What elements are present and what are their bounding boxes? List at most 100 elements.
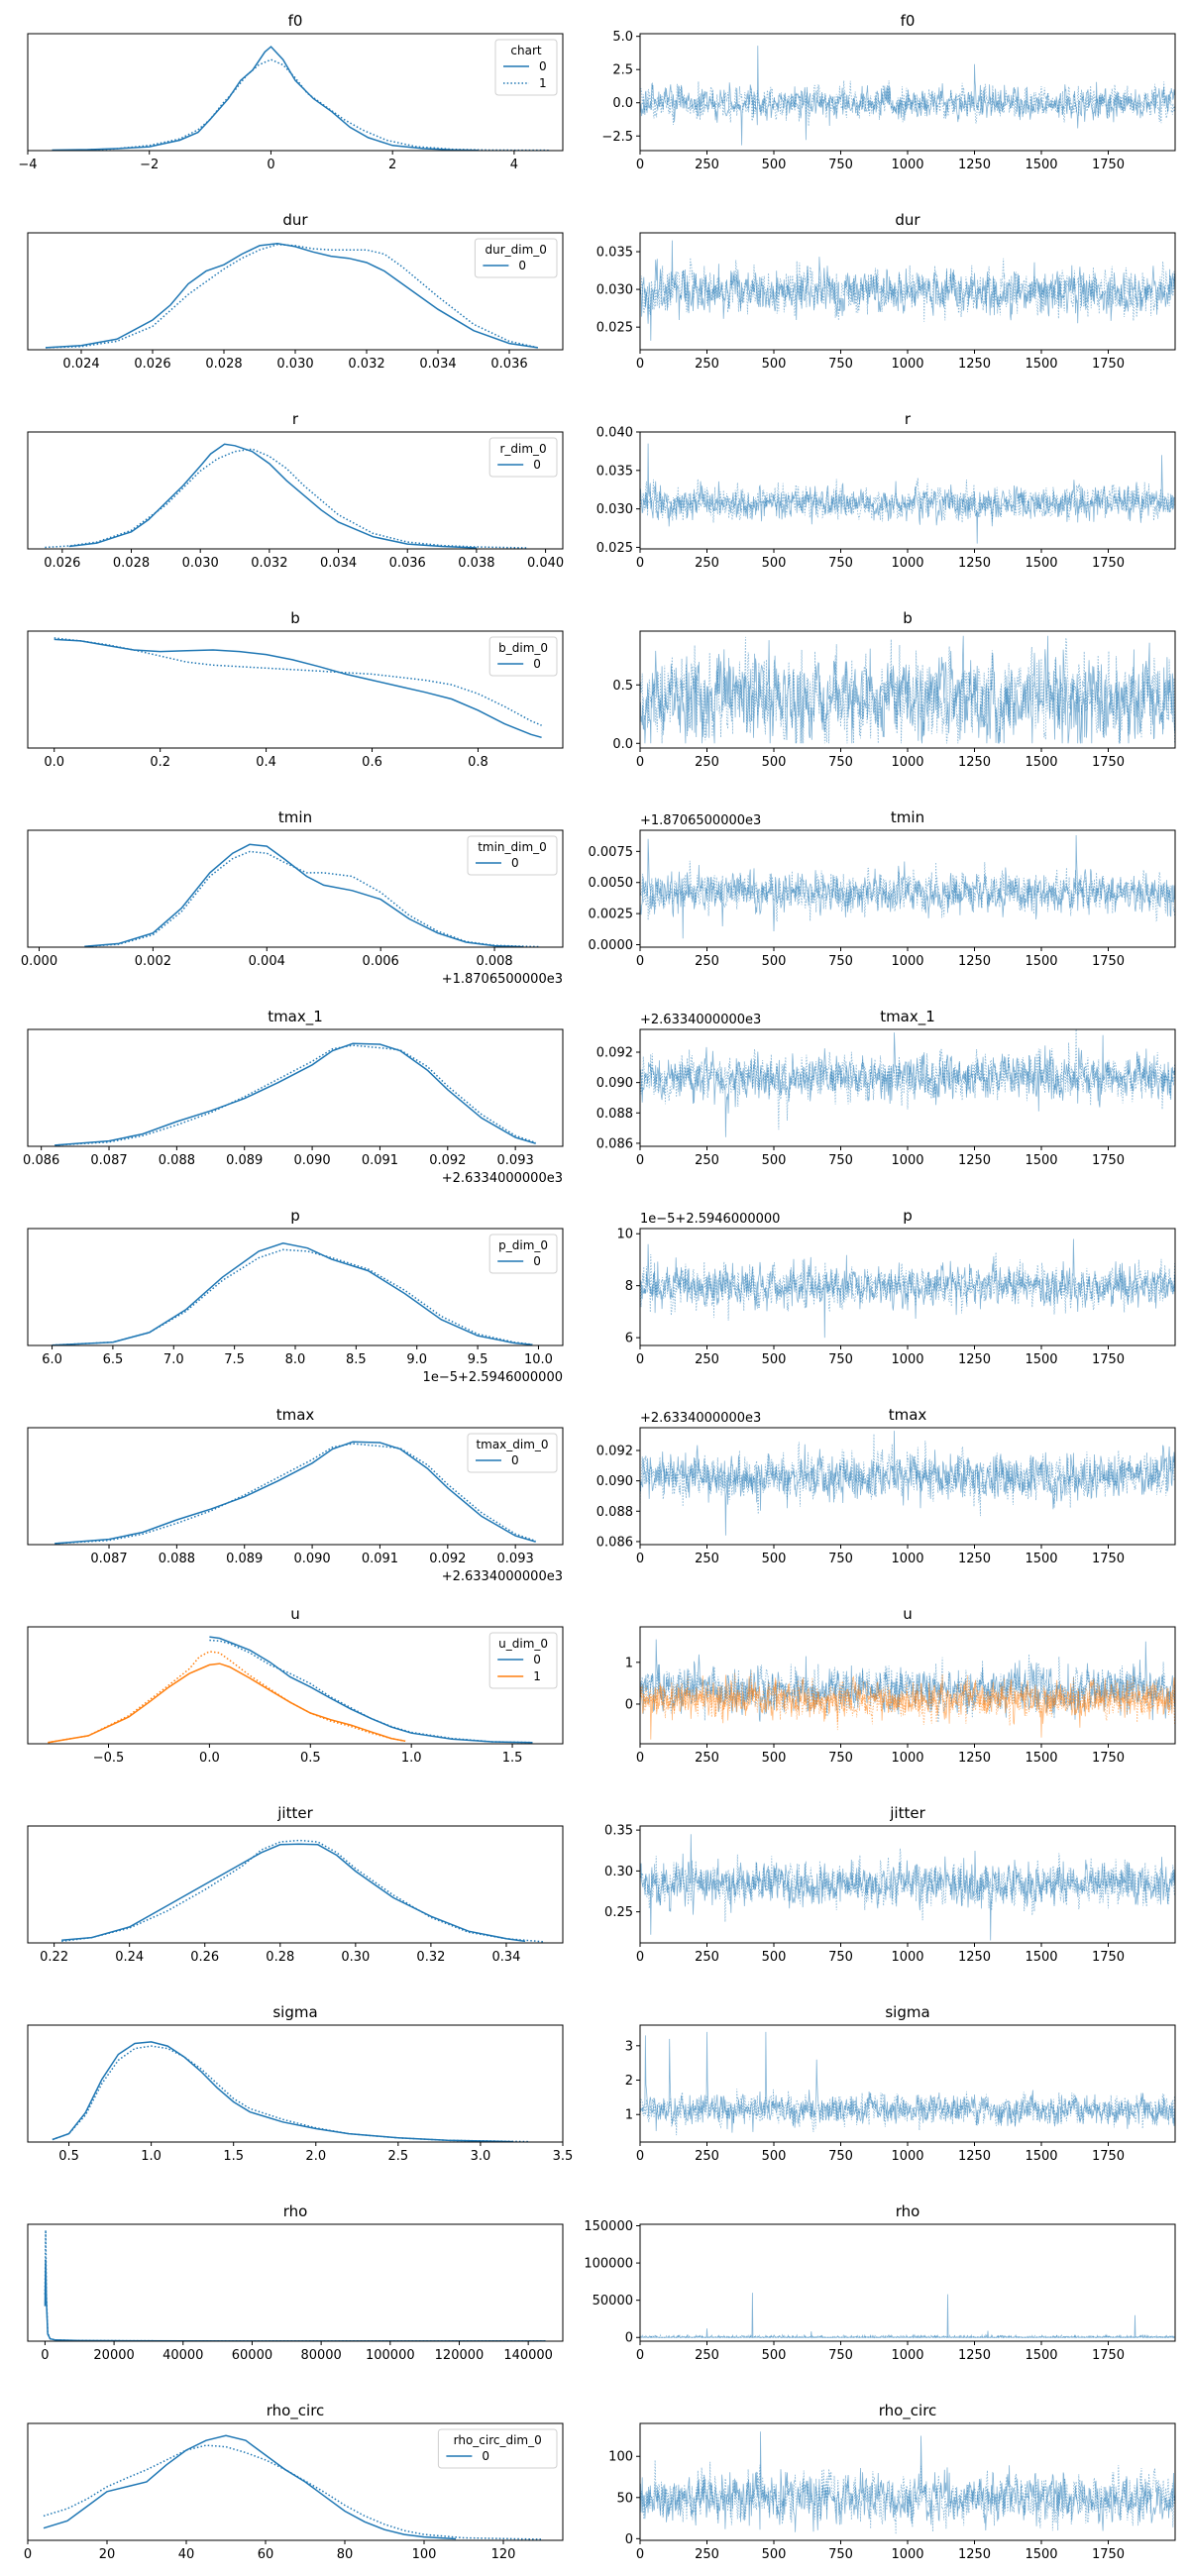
rho-circ-kde-xtick-label: 0 xyxy=(24,2547,32,2562)
p-kde-density-line-0 xyxy=(52,1242,533,1345)
p-kde-xtick-label: 8.0 xyxy=(285,1352,306,1367)
rho-circ-trace-ytick-label: 50 xyxy=(616,2491,633,2506)
jitter-trace-xtick-label: 0 xyxy=(636,1950,644,1965)
f0-trace-xtick-label: 1250 xyxy=(958,158,991,172)
tmax-1-trace-xtick-label: 1000 xyxy=(891,1153,923,1168)
sigma-trace-ytick-label: 1 xyxy=(625,2108,633,2123)
tmax-1-trace-xtick-label: 750 xyxy=(828,1153,853,1168)
u-kde-density-line-3 xyxy=(48,1651,406,1744)
p-kde-xtick-label: 9.5 xyxy=(468,1352,488,1367)
u-kde-plot-area xyxy=(48,1636,533,1744)
tmax-kde-xtick-label: 0.092 xyxy=(429,1552,466,1566)
r-kde-panel: r 0.026 0.028 0.030 0.032 0.034 0.036 0.038 0.04… xyxy=(27,410,564,571)
rho-kde-density-line-1 xyxy=(44,2229,546,2341)
sigma-trace-ytick-label: 3 xyxy=(625,2039,633,2054)
r-kde-title: r xyxy=(292,410,299,428)
tmax-trace-xtick-label: 500 xyxy=(762,1552,787,1566)
jitter-kde-axes-frame xyxy=(27,1825,564,1944)
rho-trace-xtick-label: 250 xyxy=(695,2348,719,2363)
rho-kde-xtick-label: 0 xyxy=(41,2348,49,2363)
rho-trace-trace-line-0-1 xyxy=(640,2333,1175,2339)
rho-trace-ytick-label: 50000 xyxy=(593,2294,633,2308)
tmax-1-trace-xtick-label: 500 xyxy=(762,1153,787,1168)
tmin-kde-title: tmin xyxy=(278,808,312,826)
rho-circ-kde-xtick-label: 20 xyxy=(99,2547,116,2562)
p-kde-legend-title: p_dim_0 xyxy=(498,1238,548,1252)
tmax-kde-legend-box xyxy=(467,1433,558,1473)
tmax-1-kde-plot-area xyxy=(54,1042,536,1146)
jitter-trace-ytick-label: 0.30 xyxy=(604,1865,633,1879)
tmax-trace-xtick-label: 1500 xyxy=(1025,1552,1057,1566)
jitter-trace-trace-line-0-0 xyxy=(640,1834,1175,1941)
u-trace-xtick-label: 1250 xyxy=(958,1751,991,1766)
p-trace-xtick-label: 500 xyxy=(762,1352,787,1367)
sigma-trace-xtick-label: 1250 xyxy=(958,2149,991,2164)
b-trace-xtick-label: 1500 xyxy=(1025,755,1057,770)
tmax-kde-legend-label: 0 xyxy=(511,1453,519,1467)
rho-circ-kde-plot-area xyxy=(43,2434,544,2540)
u-kde-legend-label: 0 xyxy=(533,1653,541,1666)
r-kde-legend-title: r_dim_0 xyxy=(499,442,546,456)
rho-circ-trace-plot-area xyxy=(640,2431,1175,2534)
b-kde-xtick-label: 0.2 xyxy=(150,755,170,770)
dur-trace-ytick-label: 0.025 xyxy=(596,321,633,336)
tmin-trace-ytick-label: 0.0025 xyxy=(589,908,634,922)
dur-trace-xtick-label: 0 xyxy=(636,357,644,372)
u-kde-legend: u_dim_0 0 1 xyxy=(488,1632,558,1689)
tmin-kde-xtick-label: 0.004 xyxy=(249,954,285,969)
tmin-kde-xtick-label: 0.008 xyxy=(476,954,512,969)
r-kde-xtick-label: 0.030 xyxy=(182,556,219,571)
sigma-kde-axes-frame xyxy=(27,2024,564,2143)
tmin-trace-trace-line-0-0 xyxy=(640,834,1175,939)
jitter-trace-ytick-label: 0.35 xyxy=(604,1824,633,1839)
rho-kde-xtick-label: 20000 xyxy=(93,2348,134,2363)
rho-circ-kde-axes-frame xyxy=(27,2422,564,2541)
u-trace-ytick-label: 1 xyxy=(625,1656,633,1670)
f0-trace-title: f0 xyxy=(901,12,916,30)
sigma-trace-xtick-label: 250 xyxy=(695,2149,719,2164)
r-trace-ytick-label: 0.025 xyxy=(596,541,633,556)
rho-circ-trace-ytick-label: 100 xyxy=(608,2450,633,2465)
f0-trace-ytick-label: 5.0 xyxy=(612,30,633,45)
tmin-kde-axes-frame xyxy=(27,829,564,948)
p-trace-xtick-label: 750 xyxy=(828,1352,853,1367)
p-kde-xtick-label: 9.0 xyxy=(406,1352,427,1367)
p-trace-xtick-label: 1500 xyxy=(1025,1352,1057,1367)
tmin-trace-title: tmin xyxy=(891,808,924,826)
rho-circ-kde-xtick-label: 100 xyxy=(412,2547,437,2562)
rho-trace-ytick-label: 150000 xyxy=(584,2219,633,2234)
f0-trace-trace-line-0-1 xyxy=(640,80,1175,127)
p-trace-xtick-label: 1750 xyxy=(1092,1352,1125,1367)
tmax-1-kde-density-line-0 xyxy=(54,1042,536,1146)
f0-kde-legend-title: chart xyxy=(510,44,541,57)
dur-kde-xtick-label: 0.032 xyxy=(348,357,384,372)
tmax-trace-trace-line-0-1 xyxy=(640,1434,1175,1517)
jitter-kde-xtick-label: 0.34 xyxy=(491,1950,520,1965)
rho-circ-kde-xtick-label: 120 xyxy=(491,2547,516,2562)
rho-circ-kde-legend: rho_circ_dim_0 0 xyxy=(437,2428,558,2469)
p-kde-xtick-label: 10.0 xyxy=(524,1352,553,1367)
b-kde-panel: b 0.0 0.2 0.4 0.6 0.8 b_dim_0 0 xyxy=(27,609,564,770)
tmax-1-kde-xtick-label: 0.093 xyxy=(497,1153,534,1168)
r-kde-legend-box xyxy=(488,437,558,478)
tmin-kde-xtick-label: 0.000 xyxy=(21,954,57,969)
r-trace-xtick-label: 1500 xyxy=(1025,556,1057,571)
rho-trace-xtick-label: 1250 xyxy=(958,2348,991,2363)
f0-kde-legend-label: 0 xyxy=(539,59,547,73)
r-kde-xtick-label: 0.036 xyxy=(389,556,426,571)
tmax-1-trace-xtick-label: 1750 xyxy=(1092,1153,1125,1168)
f0-trace-ytick-label: 2.5 xyxy=(612,63,633,78)
jitter-kde-density-line-1 xyxy=(61,1839,545,1943)
jitter-trace-xtick-label: 1500 xyxy=(1025,1950,1057,1965)
p-kde-xtick-label: 6.0 xyxy=(42,1352,62,1367)
dur-kde-plot-area xyxy=(45,242,538,349)
b-kde-title: b xyxy=(290,609,300,627)
tmax-trace-xtick-label: 1250 xyxy=(958,1552,991,1566)
tmax-1-kde-xtick-label: 0.089 xyxy=(226,1153,263,1168)
tmax-kde-xtick-label: 0.087 xyxy=(90,1552,127,1566)
rho-trace-panel: rho 0 250 500 750 1000 1250 1500 1750 0 50000 10000… xyxy=(584,2202,1176,2363)
tmax-kde-xtick-label: 0.089 xyxy=(226,1552,263,1566)
tmax-kde-xtick-label: 0.090 xyxy=(293,1552,330,1566)
rho-circ-trace-xtick-label: 1750 xyxy=(1092,2547,1125,2562)
tmax-1-kde-xtick-label: 0.088 xyxy=(159,1153,195,1168)
